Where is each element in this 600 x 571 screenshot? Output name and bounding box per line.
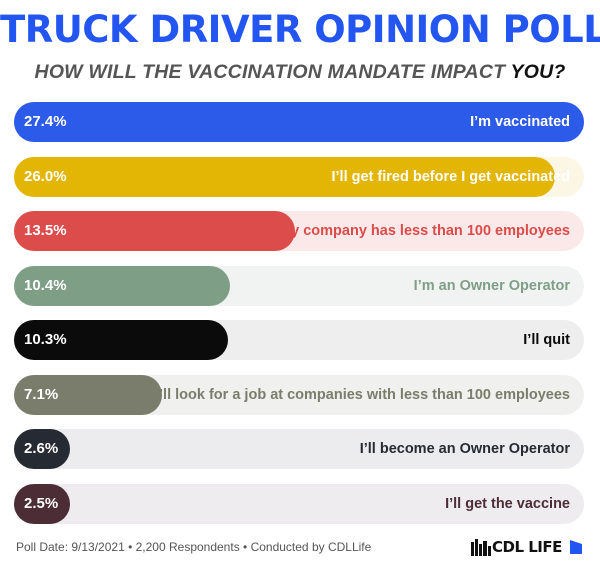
bar-value-label: 7.1% bbox=[24, 385, 59, 403]
bar-row: 2.6% I’ll become an Owner Operator bbox=[14, 429, 584, 469]
subtitle-main: HOW WILL THE VACCINATION MANDATE IMPACT bbox=[34, 61, 511, 83]
bar-row: 27.4% I’m vaccinated bbox=[14, 102, 584, 142]
bar-category-label: I’m an Owner Operator bbox=[413, 277, 570, 294]
bar-value-label: 10.3% bbox=[24, 331, 67, 348]
bar-category-label: I’ll become an Owner Operator bbox=[359, 441, 570, 457]
footer-note: Poll Date: 9/13/2021 • 2,200 Respondents… bbox=[16, 540, 372, 554]
bar-row: 10.4% I’m an Owner Operator bbox=[14, 265, 584, 306]
cdl-life-logo: CDL LIFE bbox=[470, 536, 582, 558]
bar-track bbox=[14, 429, 584, 469]
bar bbox=[14, 429, 70, 469]
subtitle-emphasis: YOU? bbox=[510, 61, 566, 83]
bar-category-label: I’ll get fired before I get vaccinated bbox=[331, 168, 570, 185]
bar bbox=[14, 374, 162, 415]
bar-row: 7.1% I’ll look for a job at companies wit… bbox=[14, 374, 584, 415]
bar bbox=[14, 156, 555, 197]
bar-row: 26.0% I’ll get fired before I get vaccina… bbox=[14, 156, 584, 197]
bar-value-label: 10.4% bbox=[24, 276, 67, 294]
bar-category-label: I’ll look for a job at companies with le… bbox=[155, 386, 570, 403]
bar-value-label: 2.5% bbox=[24, 494, 59, 512]
bar-row: 10.3% I’ll quit bbox=[14, 320, 584, 360]
bar bbox=[14, 211, 295, 251]
bar-row: 2.5% I’ll get the vaccine bbox=[14, 483, 584, 524]
bar bbox=[14, 265, 231, 306]
logo-accent-icon bbox=[570, 540, 582, 554]
bar-value-label: 26.0% bbox=[24, 167, 67, 185]
bar bbox=[14, 320, 229, 360]
bar bbox=[14, 483, 70, 524]
chart-subtitle: HOW WILL THE VACCINATION MANDATE IMPACT … bbox=[0, 61, 600, 84]
bar-value-label: 27.4% bbox=[24, 113, 67, 130]
bar bbox=[14, 102, 584, 142]
chart-title: TRUCK DRIVER OPINION POLL bbox=[0, 8, 600, 51]
logo-text: CDL LIFE bbox=[492, 538, 562, 556]
bar-category-label: I’ll get the vaccine bbox=[445, 495, 570, 512]
bar-category-label: I’m vaccinated bbox=[470, 114, 570, 130]
bar-track bbox=[14, 483, 584, 524]
bar-value-label: 13.5% bbox=[24, 222, 67, 239]
truck-logo-icon bbox=[471, 539, 491, 556]
bar-category-label: My company has less than 100 employees bbox=[279, 223, 570, 239]
bar-value-label: 2.6% bbox=[24, 440, 59, 457]
bar-row: 13.5% My company has less than 100 employ… bbox=[14, 211, 584, 251]
bar-category-label: I’ll quit bbox=[523, 332, 570, 348]
